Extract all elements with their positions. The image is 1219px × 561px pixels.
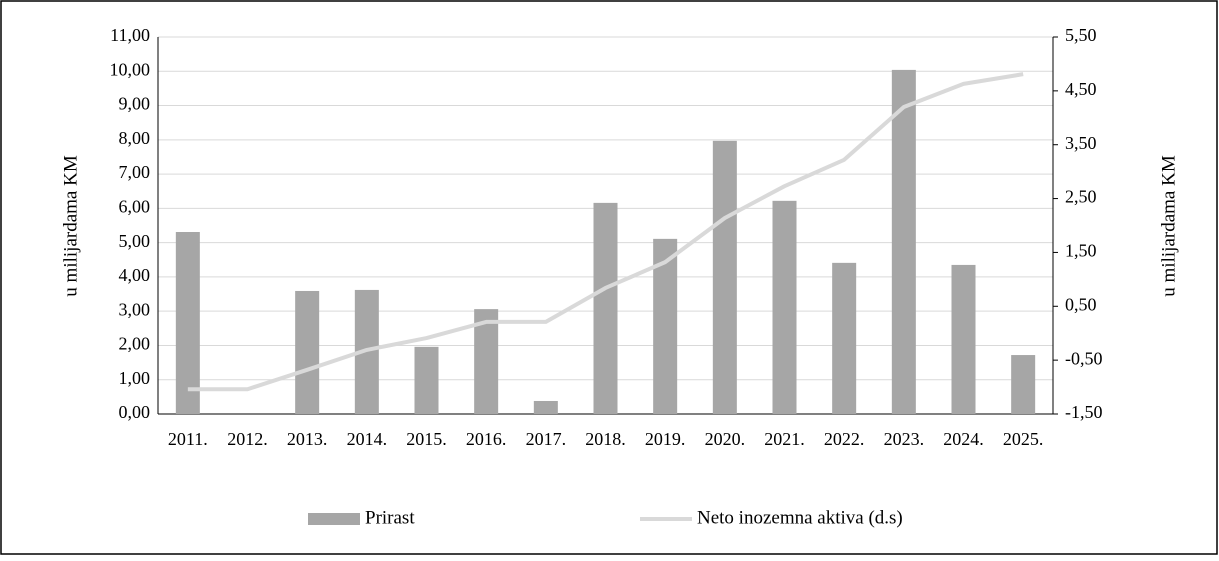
bar <box>414 346 439 414</box>
legend-swatch <box>308 513 360 525</box>
y-tick-label: 5,00 <box>119 231 151 251</box>
y-tick-label: 7,00 <box>119 162 151 182</box>
bar <box>175 232 200 414</box>
bar <box>533 400 558 414</box>
bar <box>295 290 320 414</box>
x-tick-label: 2022. <box>824 429 865 449</box>
x-tick-label: 2013. <box>287 429 328 449</box>
bar <box>1011 355 1036 414</box>
x-tick-label: 2016. <box>466 429 507 449</box>
x-tick-label: 2020. <box>705 429 746 449</box>
x-tick-label: 2025. <box>1003 429 1044 449</box>
y2-tick-label: 3,50 <box>1065 133 1097 153</box>
y-tick-label: 10,00 <box>110 59 151 79</box>
y-tick-label: 4,00 <box>119 265 151 285</box>
x-tick-label: 2018. <box>585 429 626 449</box>
y2-tick-label: 5,50 <box>1065 25 1097 45</box>
bar <box>474 309 499 414</box>
y2-tick-label: 1,50 <box>1065 241 1097 261</box>
bar <box>593 202 618 414</box>
y2-tick-label: 2,50 <box>1065 187 1097 207</box>
bar <box>951 264 976 414</box>
y-tick-label: 2,00 <box>119 334 151 354</box>
y-tick-label: 8,00 <box>119 128 151 148</box>
y-tick-label: 3,00 <box>119 299 151 319</box>
x-tick-label: 2011. <box>168 429 208 449</box>
y2-tick-label: 0,50 <box>1065 294 1097 314</box>
x-tick-label: 2012. <box>227 429 268 449</box>
bar <box>712 140 737 414</box>
y-axis-label: u milijardama KM <box>60 155 81 297</box>
y-tick-label: 11,00 <box>110 25 150 45</box>
x-tick-label: 2014. <box>347 429 388 449</box>
bar <box>772 200 797 414</box>
line <box>187 72 1024 392</box>
x-tick-label: 2024. <box>943 429 984 449</box>
x-tick-label: 2019. <box>645 429 686 449</box>
x-tick-label: 2021. <box>764 429 805 449</box>
x-tick-label: 2017. <box>526 429 567 449</box>
y-tick-label: 1,00 <box>119 368 151 388</box>
bar <box>653 238 678 414</box>
x-tick-label: 2015. <box>406 429 447 449</box>
bar <box>832 262 857 414</box>
bar <box>891 69 916 414</box>
y2-tick-label: -1,50 <box>1065 402 1103 422</box>
y-tick-label: 9,00 <box>119 94 151 114</box>
legend-label: Neto inozemna aktiva (d.s) <box>697 507 903 528</box>
x-tick-label: 2023. <box>884 429 925 449</box>
y2-tick-label: -0,50 <box>1065 348 1103 368</box>
legend-label: Prirast <box>365 507 415 528</box>
y-tick-label: 6,00 <box>119 196 151 216</box>
y-tick-label: 0,00 <box>119 402 151 422</box>
y2-tick-label: 4,50 <box>1065 79 1097 99</box>
y2-axis-label: u milijardama KM <box>1158 155 1179 297</box>
